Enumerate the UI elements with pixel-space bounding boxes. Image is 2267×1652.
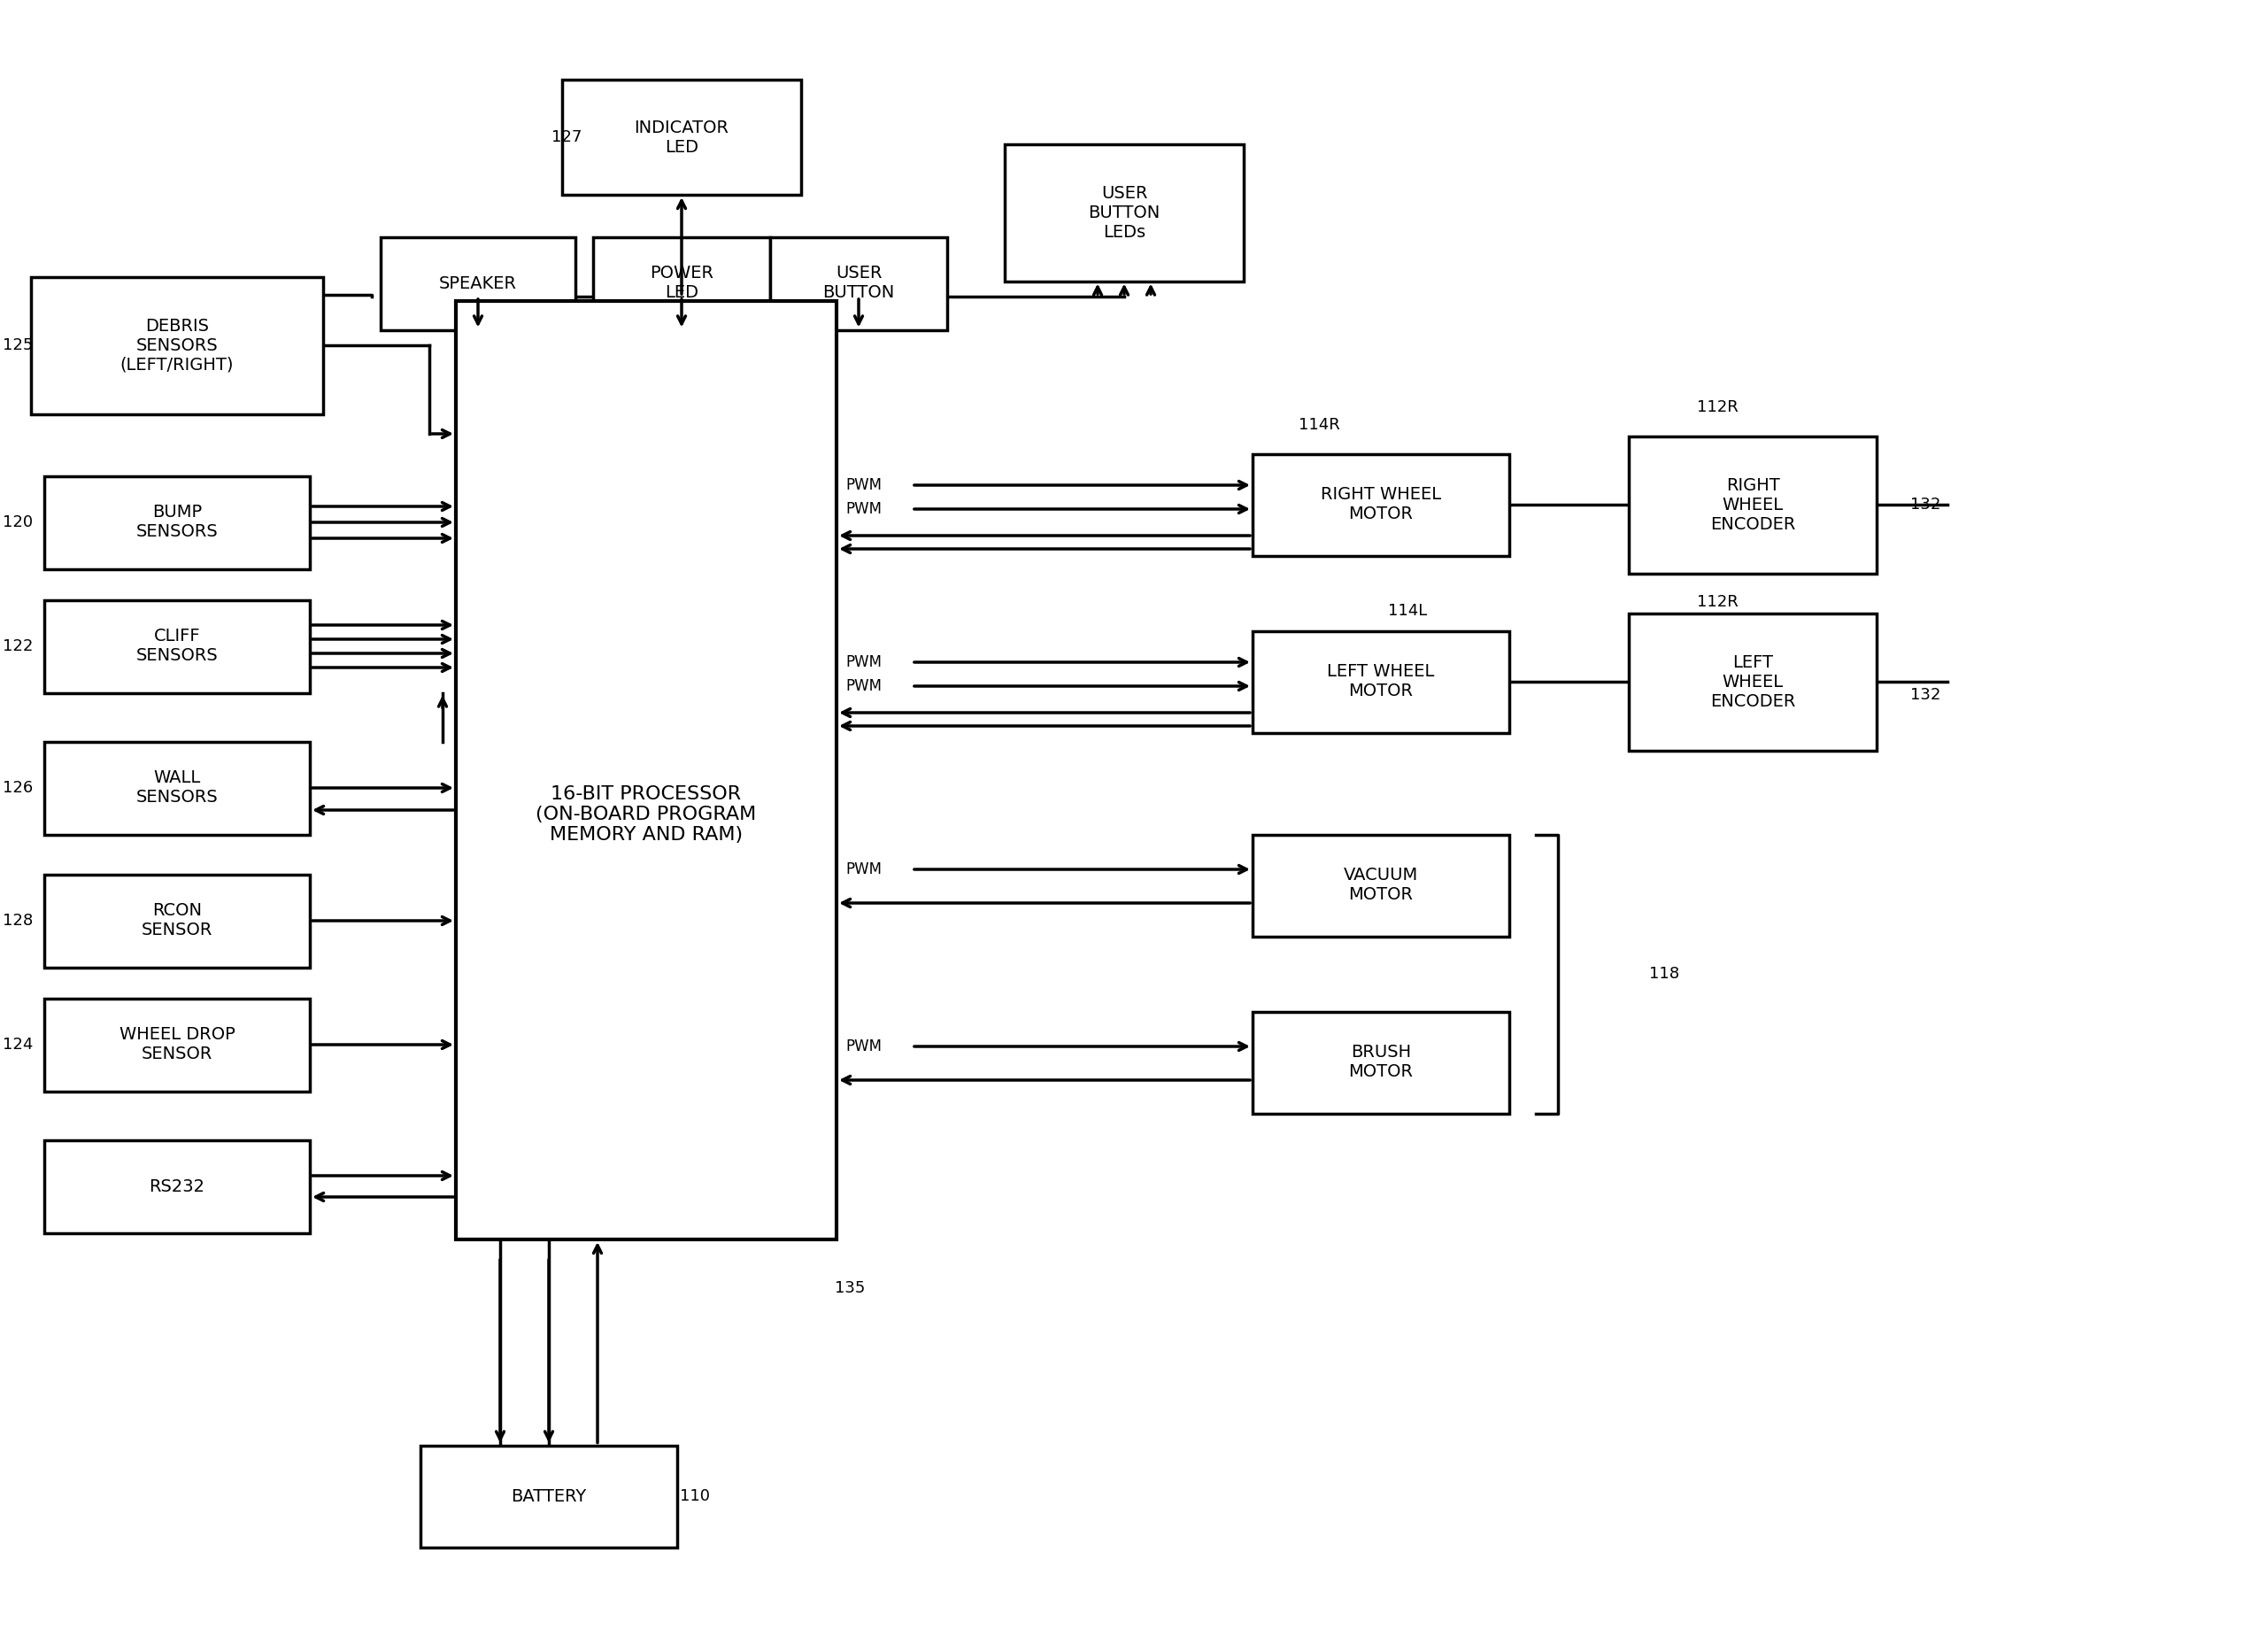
Text: WALL
SENSORS: WALL SENSORS bbox=[136, 770, 218, 806]
FancyBboxPatch shape bbox=[1254, 1011, 1510, 1113]
Text: BRUSH
MOTOR: BRUSH MOTOR bbox=[1349, 1044, 1412, 1080]
Text: USER
BUTTON: USER BUTTON bbox=[823, 266, 895, 301]
FancyBboxPatch shape bbox=[45, 1140, 311, 1232]
Text: 126: 126 bbox=[2, 780, 32, 796]
Text: 122: 122 bbox=[2, 638, 34, 654]
Text: DEBRIS
SENSORS
(LEFT/RIGHT): DEBRIS SENSORS (LEFT/RIGHT) bbox=[120, 317, 234, 373]
FancyBboxPatch shape bbox=[32, 276, 324, 415]
FancyBboxPatch shape bbox=[1628, 613, 1877, 750]
Text: PWM: PWM bbox=[846, 1039, 882, 1054]
FancyBboxPatch shape bbox=[381, 236, 576, 330]
FancyBboxPatch shape bbox=[45, 600, 311, 692]
Text: PWM: PWM bbox=[846, 861, 882, 877]
Text: BATTERY: BATTERY bbox=[510, 1488, 587, 1505]
Text: PWM: PWM bbox=[846, 654, 882, 671]
Text: LEFT
WHEEL
ENCODER: LEFT WHEEL ENCODER bbox=[1709, 654, 1795, 710]
Text: 120: 120 bbox=[2, 514, 32, 530]
Text: RS232: RS232 bbox=[150, 1178, 204, 1194]
Text: 132: 132 bbox=[1911, 687, 1941, 704]
Text: 127: 127 bbox=[551, 129, 583, 145]
Text: LEFT WHEEL
MOTOR: LEFT WHEEL MOTOR bbox=[1326, 664, 1435, 700]
Text: 125: 125 bbox=[2, 337, 34, 354]
Text: 16-BIT PROCESSOR
(ON-BOARD PROGRAM
MEMORY AND RAM): 16-BIT PROCESSOR (ON-BOARD PROGRAM MEMOR… bbox=[535, 785, 757, 844]
Text: PWM: PWM bbox=[846, 679, 882, 694]
FancyBboxPatch shape bbox=[456, 301, 837, 1239]
Text: USER
BUTTON
LEDs: USER BUTTON LEDs bbox=[1088, 185, 1161, 240]
FancyBboxPatch shape bbox=[45, 998, 311, 1092]
Text: RIGHT WHEEL
MOTOR: RIGHT WHEEL MOTOR bbox=[1322, 486, 1442, 522]
Text: 132: 132 bbox=[1911, 497, 1941, 512]
Text: INDICATOR
LED: INDICATOR LED bbox=[635, 119, 730, 155]
Text: POWER
LED: POWER LED bbox=[651, 266, 714, 301]
Text: SPEAKER: SPEAKER bbox=[440, 274, 517, 292]
Text: PWM: PWM bbox=[846, 501, 882, 517]
Text: CLIFF
SENSORS: CLIFF SENSORS bbox=[136, 628, 218, 664]
FancyBboxPatch shape bbox=[45, 874, 311, 966]
FancyBboxPatch shape bbox=[594, 236, 771, 330]
Text: 110: 110 bbox=[680, 1488, 710, 1505]
FancyBboxPatch shape bbox=[1254, 454, 1510, 555]
Text: 114R: 114R bbox=[1299, 416, 1340, 433]
Text: 135: 135 bbox=[834, 1280, 866, 1297]
FancyBboxPatch shape bbox=[45, 476, 311, 568]
FancyBboxPatch shape bbox=[771, 236, 948, 330]
Text: WHEEL DROP
SENSOR: WHEEL DROP SENSOR bbox=[120, 1026, 236, 1062]
Text: 112R: 112R bbox=[1696, 595, 1739, 610]
FancyBboxPatch shape bbox=[1004, 144, 1245, 281]
Text: PWM: PWM bbox=[846, 477, 882, 492]
FancyBboxPatch shape bbox=[45, 742, 311, 834]
Text: 118: 118 bbox=[1648, 966, 1680, 981]
FancyBboxPatch shape bbox=[1628, 436, 1877, 573]
Text: 112R: 112R bbox=[1696, 400, 1739, 415]
Text: RIGHT
WHEEL
ENCODER: RIGHT WHEEL ENCODER bbox=[1709, 477, 1795, 532]
FancyBboxPatch shape bbox=[1254, 631, 1510, 732]
FancyBboxPatch shape bbox=[419, 1446, 678, 1546]
Text: 114L: 114L bbox=[1387, 603, 1426, 620]
FancyBboxPatch shape bbox=[1254, 834, 1510, 937]
Text: 128: 128 bbox=[2, 914, 32, 928]
Text: RCON
SENSOR: RCON SENSOR bbox=[141, 902, 213, 938]
Text: VACUUM
MOTOR: VACUUM MOTOR bbox=[1344, 867, 1419, 904]
Text: BUMP
SENSORS: BUMP SENSORS bbox=[136, 504, 218, 540]
FancyBboxPatch shape bbox=[562, 79, 800, 195]
Text: 124: 124 bbox=[2, 1037, 34, 1052]
